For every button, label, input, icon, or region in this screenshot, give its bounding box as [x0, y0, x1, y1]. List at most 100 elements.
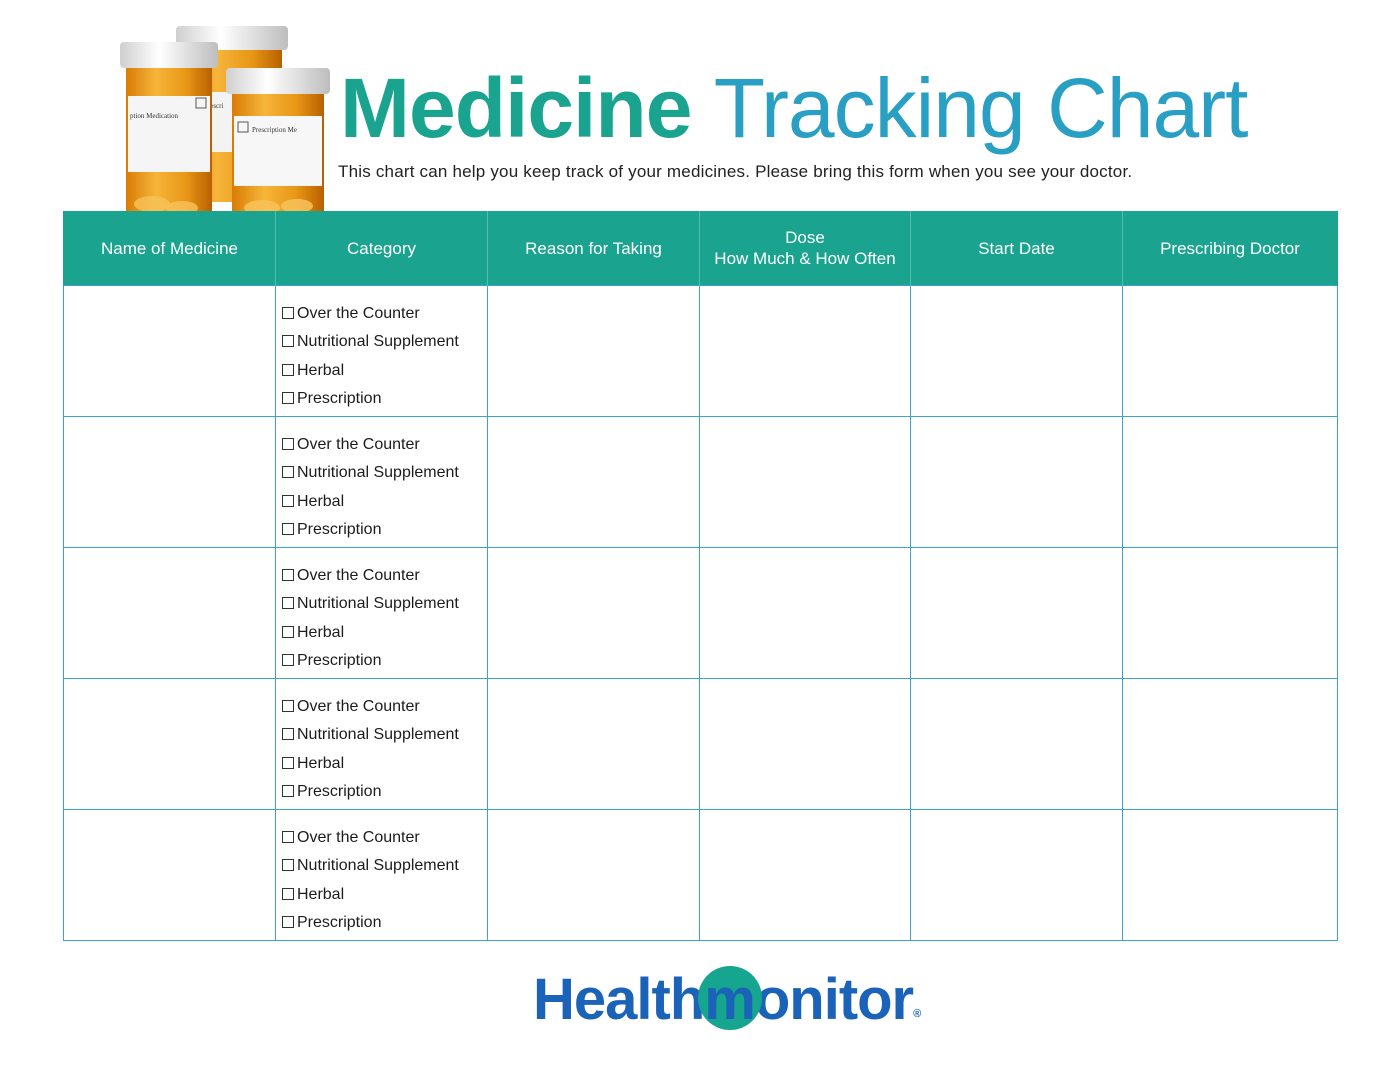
- doctor-input-cell[interactable]: [1122, 285, 1338, 417]
- category-option-label: Prescription: [297, 782, 382, 800]
- checkbox[interactable]: [282, 784, 294, 797]
- checkbox[interactable]: [282, 438, 294, 450]
- category-option-label: Nutritional Supplement: [297, 595, 459, 613]
- start-date-input-cell[interactable]: [910, 809, 1123, 941]
- start-date-input-cell[interactable]: [910, 416, 1123, 548]
- start-date-input-cell[interactable]: [910, 547, 1123, 679]
- category-option[interactable]: Nutritional Supplement: [282, 852, 487, 880]
- category-option-label: Nutritional Supplement: [297, 857, 459, 875]
- bottle-label-3: Prescription Me: [252, 126, 297, 134]
- checkbox[interactable]: [282, 466, 294, 479]
- doctor-input-cell[interactable]: [1122, 809, 1338, 941]
- header-start-date: Start Date: [910, 211, 1123, 286]
- reason-input-cell[interactable]: [487, 416, 700, 548]
- start-date-input-cell[interactable]: [910, 678, 1123, 810]
- category-option-label: Herbal: [297, 885, 345, 903]
- category-option[interactable]: Herbal: [282, 881, 487, 909]
- reason-input-cell[interactable]: [487, 547, 700, 679]
- checkbox[interactable]: [282, 569, 294, 581]
- logo-text-part1: Healt: [533, 967, 671, 1032]
- checkbox[interactable]: [282, 756, 294, 769]
- category-cell: Over the Counter Nutritional Supplement He…: [275, 678, 488, 810]
- checkbox[interactable]: [282, 728, 294, 741]
- category-option-label: Herbal: [297, 361, 345, 379]
- category-option[interactable]: Nutritional Supplement: [282, 328, 487, 356]
- category-option[interactable]: Over the Counter: [282, 300, 487, 328]
- reason-input-cell[interactable]: [487, 678, 700, 810]
- checkbox[interactable]: [282, 915, 294, 928]
- checkbox[interactable]: [282, 597, 294, 610]
- category-option[interactable]: Over the Counter: [282, 431, 487, 459]
- health-monitor-logo: Health monitor®: [533, 960, 921, 1040]
- category-option[interactable]: Prescription: [282, 909, 487, 937]
- prescription-bottles-icon: Prescri ption Medication Prescription Me: [120, 26, 330, 220]
- category-option[interactable]: Over the Counter: [282, 693, 487, 721]
- category-options: Over the Counter Nutritional Supplement He…: [276, 286, 487, 413]
- page-subtitle: This chart can help you keep track of yo…: [338, 162, 1133, 181]
- logo-registered-mark: ®: [913, 1008, 921, 1020]
- checkbox[interactable]: [282, 307, 294, 319]
- name-input-cell[interactable]: [63, 809, 276, 941]
- category-option[interactable]: Prescription: [282, 385, 487, 413]
- dose-input-cell[interactable]: [699, 547, 911, 679]
- logo-m-mark: m: [698, 960, 763, 1040]
- checkbox[interactable]: [282, 700, 294, 712]
- bottle-label-1: ption Medication: [130, 112, 179, 120]
- name-input-cell[interactable]: [63, 416, 276, 548]
- checkbox[interactable]: [282, 335, 294, 348]
- category-option-label: Nutritional Supplement: [297, 726, 459, 744]
- category-option[interactable]: Nutritional Supplement: [282, 590, 487, 618]
- checkbox[interactable]: [282, 494, 294, 507]
- dose-input-cell[interactable]: [699, 416, 911, 548]
- logo-circle-icon: [698, 966, 763, 1030]
- checkbox[interactable]: [282, 859, 294, 872]
- checkbox[interactable]: [282, 391, 294, 404]
- category-option-label: Prescription: [297, 651, 382, 669]
- start-date-input-cell[interactable]: [910, 285, 1123, 417]
- table-row: Over the Counter Nutritional Supplement He…: [63, 678, 1338, 810]
- dose-input-cell[interactable]: [699, 678, 911, 810]
- reason-input-cell[interactable]: [487, 809, 700, 941]
- checkbox[interactable]: [282, 887, 294, 900]
- category-option-label: Prescription: [297, 389, 382, 407]
- category-option[interactable]: Nutritional Supplement: [282, 459, 487, 487]
- category-option-label: Prescription: [297, 913, 382, 931]
- header-dose-subtitle: How Much & How Often: [714, 249, 896, 268]
- checkbox[interactable]: [282, 363, 294, 376]
- name-input-cell[interactable]: [63, 285, 276, 417]
- category-option[interactable]: Over the Counter: [282, 824, 487, 852]
- category-option[interactable]: Prescription: [282, 647, 487, 675]
- checkbox[interactable]: [282, 625, 294, 638]
- name-input-cell[interactable]: [63, 678, 276, 810]
- category-option[interactable]: Herbal: [282, 357, 487, 385]
- category-cell: Over the Counter Nutritional Supplement He…: [275, 547, 488, 679]
- doctor-input-cell[interactable]: [1122, 547, 1338, 679]
- category-option-label: Herbal: [297, 754, 345, 772]
- category-option[interactable]: Prescription: [282, 516, 487, 544]
- category-option[interactable]: Herbal: [282, 619, 487, 647]
- table-header-row: Name of Medicine Category Reason for Tak…: [63, 211, 1338, 286]
- table-row: Over the Counter Nutritional Supplement He…: [63, 416, 1338, 548]
- header-category: Category: [275, 211, 488, 286]
- doctor-input-cell[interactable]: [1122, 678, 1338, 810]
- name-input-cell[interactable]: [63, 547, 276, 679]
- category-option-label: Over the Counter: [297, 305, 420, 322]
- checkbox[interactable]: [282, 522, 294, 535]
- dose-input-cell[interactable]: [699, 809, 911, 941]
- category-options: Over the Counter Nutritional Supplement He…: [276, 548, 487, 675]
- header-dose: Dose How Much & How Often: [699, 211, 911, 286]
- category-option[interactable]: Herbal: [282, 488, 487, 516]
- category-option[interactable]: Over the Counter: [282, 562, 487, 590]
- category-option[interactable]: Prescription: [282, 778, 487, 806]
- table-row: Over the Counter Nutritional Supplement He…: [63, 809, 1338, 941]
- category-option[interactable]: Nutritional Supplement: [282, 721, 487, 749]
- dose-input-cell[interactable]: [699, 285, 911, 417]
- category-option-label: Over the Counter: [297, 567, 420, 584]
- doctor-input-cell[interactable]: [1122, 416, 1338, 548]
- category-option-label: Herbal: [297, 623, 345, 641]
- bottle-label-2: Prescri: [204, 102, 223, 110]
- reason-input-cell[interactable]: [487, 285, 700, 417]
- checkbox[interactable]: [282, 831, 294, 843]
- category-option[interactable]: Herbal: [282, 750, 487, 778]
- checkbox[interactable]: [282, 653, 294, 666]
